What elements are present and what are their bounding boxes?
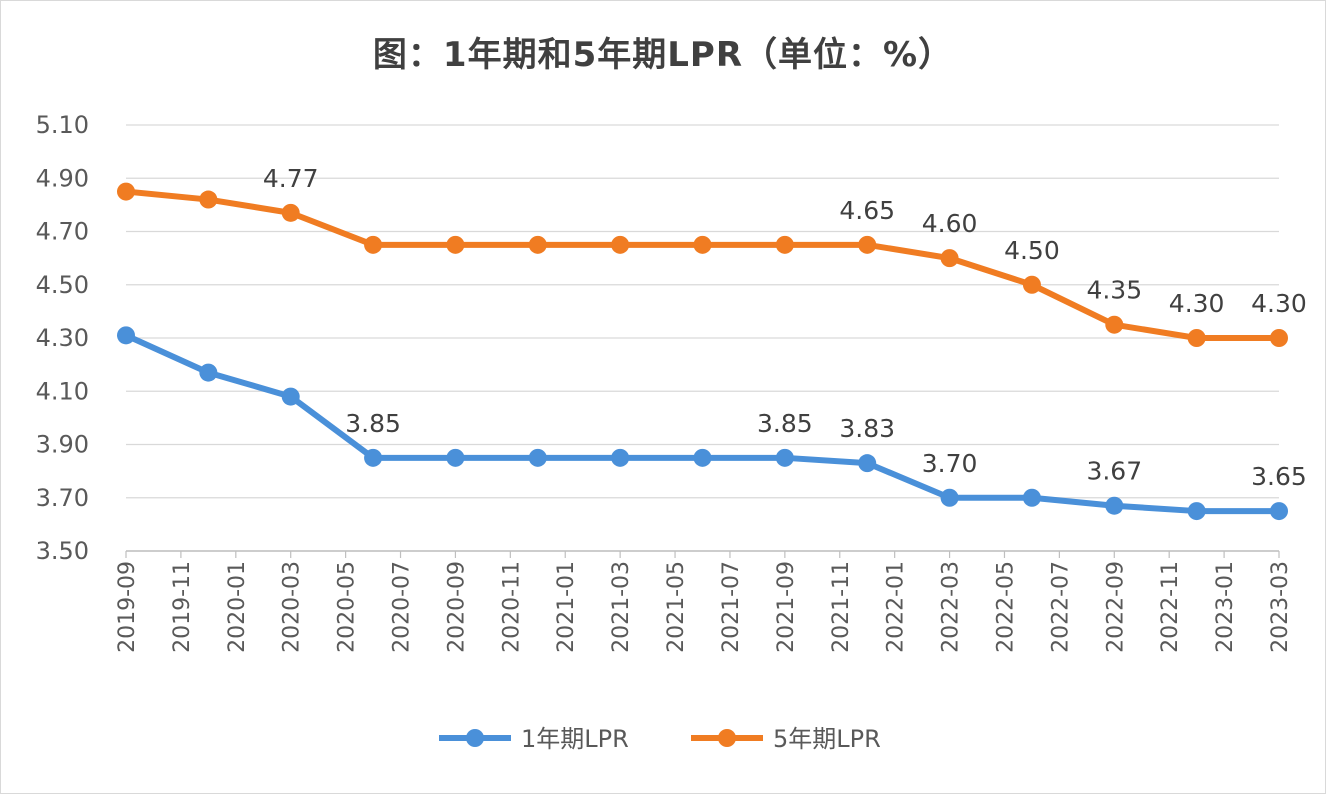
x-tick-label: 2020-11 (499, 561, 524, 653)
x-tick-label: 2020-05 (335, 561, 360, 653)
data-point (940, 488, 959, 507)
y-tick-label: 4.90 (36, 164, 89, 192)
data-point (1105, 315, 1124, 334)
data-point (528, 235, 547, 254)
data-label: 3.67 (1086, 457, 1142, 486)
data-label: 3.65 (1251, 462, 1307, 491)
x-tick-label: 2023-03 (1268, 561, 1293, 653)
data-label: 4.30 (1169, 289, 1225, 318)
data-point (940, 249, 959, 268)
x-tick-label: 2021-09 (774, 561, 799, 653)
x-tick-label: 2020-07 (390, 561, 415, 653)
data-point (446, 235, 465, 254)
x-tick-label: 2021-03 (609, 561, 634, 653)
data-point (611, 448, 630, 467)
data-point (199, 190, 218, 209)
y-tick-label: 4.70 (36, 218, 89, 246)
data-point (364, 235, 383, 254)
legend-label: 1年期LPR (521, 725, 629, 753)
data-label: 4.30 (1251, 289, 1307, 318)
data-point (1187, 502, 1206, 521)
y-tick-label: 4.50 (36, 271, 89, 299)
data-label: 3.70 (922, 449, 978, 478)
x-tick-label: 2021-11 (829, 561, 854, 653)
data-point (281, 203, 300, 222)
data-label: 3.85 (345, 409, 401, 438)
x-tick-label: 2022-11 (1158, 561, 1183, 653)
data-label: 3.85 (757, 409, 813, 438)
legend-label: 5年期LPR (773, 725, 881, 753)
x-tick-label: 2020-03 (280, 561, 305, 653)
data-point (117, 182, 135, 201)
data-label: 4.35 (1086, 276, 1142, 305)
data-label: 3.83 (839, 414, 895, 443)
x-tick-label: 2022-03 (939, 561, 964, 653)
x-tick-label: 2022-09 (1103, 561, 1128, 653)
data-point (611, 235, 630, 254)
x-tick-label: 2021-01 (554, 561, 579, 653)
legend-marker (718, 729, 736, 747)
data-label: 4.60 (922, 209, 978, 238)
y-tick-label: 3.90 (36, 431, 89, 459)
data-point (1270, 329, 1288, 347)
data-label: 4.65 (839, 196, 895, 225)
y-tick-label: 3.70 (36, 484, 89, 512)
chart-title: 图：1年期和5年期LPR（单位：%） (372, 35, 954, 75)
data-point (1022, 488, 1041, 507)
y-tick-label: 3.50 (36, 537, 89, 565)
data-point (775, 235, 794, 254)
data-label: 4.77 (263, 164, 319, 193)
x-tick-label: 2021-05 (664, 561, 689, 653)
x-tick-label: 2022-07 (1048, 561, 1073, 653)
y-tick-label: 5.10 (36, 111, 89, 139)
y-tick-label: 4.30 (36, 324, 89, 352)
data-label: 4.50 (1004, 236, 1060, 265)
x-tick-label: 2023-01 (1213, 561, 1238, 653)
legend-marker (466, 729, 484, 747)
data-point (858, 454, 877, 473)
data-point (364, 448, 383, 467)
data-point (775, 448, 794, 467)
x-tick-label: 2021-07 (719, 561, 744, 653)
data-point (1270, 502, 1288, 521)
x-tick-label: 2019-09 (115, 561, 140, 653)
x-tick-label: 2020-01 (225, 561, 250, 653)
data-point (693, 448, 712, 467)
data-point (528, 448, 547, 467)
x-tick-label: 2022-05 (993, 561, 1018, 653)
data-point (1187, 329, 1206, 347)
data-point (199, 363, 218, 382)
x-tick-label: 2020-09 (444, 561, 469, 653)
data-point (1022, 275, 1041, 294)
data-point (117, 326, 135, 345)
x-tick-label: 2019-11 (170, 561, 195, 653)
data-point (693, 235, 712, 254)
data-point (1105, 496, 1124, 515)
data-point (446, 448, 465, 467)
data-point (858, 235, 877, 254)
x-tick-label: 2022-01 (884, 561, 909, 653)
data-point (281, 387, 300, 406)
y-tick-label: 4.10 (36, 377, 89, 405)
